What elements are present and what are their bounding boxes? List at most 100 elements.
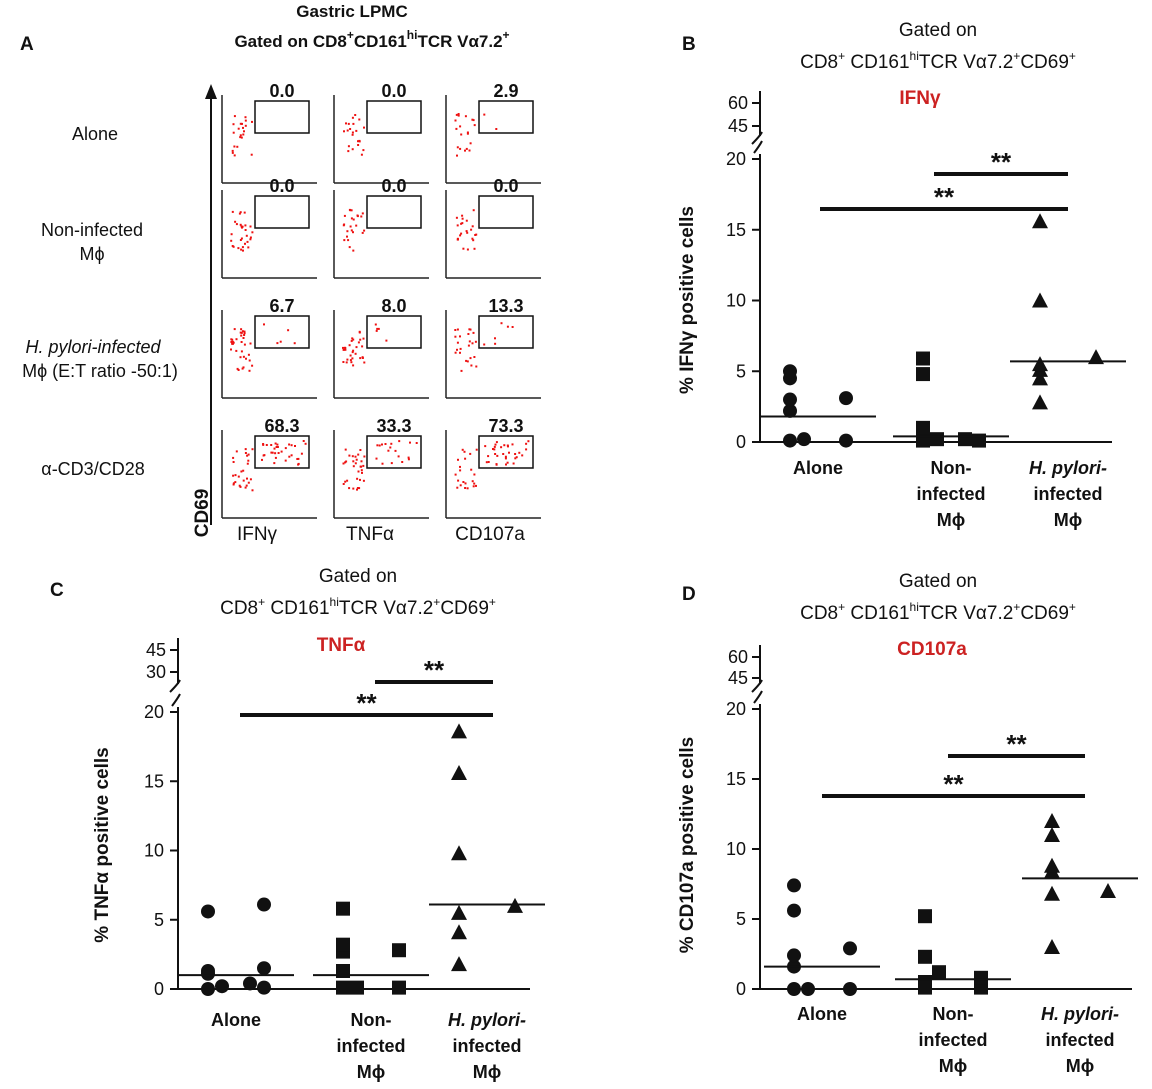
facs-event-dot bbox=[464, 115, 467, 118]
facs-event-dot bbox=[352, 364, 355, 367]
facs-event-dot bbox=[389, 446, 392, 449]
facs-event-dot bbox=[246, 454, 249, 457]
facs-event-dot bbox=[240, 334, 243, 337]
facs-event-dot bbox=[495, 128, 498, 130]
data-point-square bbox=[930, 432, 944, 447]
facs-event-dot bbox=[352, 465, 355, 468]
facs-event-dot bbox=[238, 212, 241, 215]
facs-event-dot bbox=[244, 224, 247, 227]
panel-d-cat-hpylori: H. pylori-infected Mϕ bbox=[1041, 1004, 1119, 1076]
facs-gate-percent: 0.0 bbox=[381, 81, 406, 101]
facs-event-dot bbox=[495, 463, 498, 466]
data-point-circle bbox=[843, 941, 857, 956]
facs-event-dot bbox=[242, 249, 244, 252]
facs-gate-percent: 0.0 bbox=[269, 81, 294, 101]
y-tick-label: 15 bbox=[726, 220, 746, 240]
facs-event-dot bbox=[385, 339, 388, 342]
facs-event-dot bbox=[349, 359, 352, 362]
facs-event-dot bbox=[460, 232, 463, 235]
facs-event-dot bbox=[352, 122, 355, 125]
facs-event-dot bbox=[241, 367, 244, 370]
data-point-square bbox=[918, 949, 932, 964]
facs-event-dot bbox=[506, 325, 509, 328]
data-point-square bbox=[336, 980, 350, 995]
facs-event-dot bbox=[240, 328, 243, 331]
facs-event-dot bbox=[378, 444, 381, 447]
facs-event-dot bbox=[274, 442, 277, 445]
facs-event-dot bbox=[407, 458, 410, 461]
facs-event-dot bbox=[504, 455, 507, 458]
facs-event-dot bbox=[381, 462, 384, 465]
facs-gate-box bbox=[366, 315, 422, 349]
facs-event-dot bbox=[473, 247, 476, 250]
facs-event-dot bbox=[475, 233, 478, 236]
facs-event-dot bbox=[354, 462, 357, 465]
y-tick-label: 10 bbox=[144, 841, 164, 861]
facs-event-dot bbox=[242, 469, 245, 472]
facs-event-dot bbox=[466, 360, 469, 363]
facs-event-dot bbox=[356, 487, 359, 489]
facs-event-dot bbox=[249, 238, 252, 241]
facs-event-dot bbox=[459, 335, 461, 338]
facs-event-dot bbox=[355, 129, 358, 132]
panel-b-marker-label: IFNγ bbox=[899, 88, 941, 109]
facs-event-dot bbox=[456, 348, 458, 351]
data-point-triangle bbox=[1044, 939, 1060, 954]
data-point-circle bbox=[839, 433, 853, 448]
facs-event-dot bbox=[262, 454, 265, 457]
panel-d-cat-alone: Alone bbox=[797, 1004, 847, 1024]
facs-event-dot bbox=[473, 473, 476, 476]
facs-event-dot bbox=[471, 118, 474, 121]
y-break-tick-label: 45 bbox=[728, 116, 748, 136]
facs-event-dot bbox=[344, 346, 346, 349]
facs-event-dot bbox=[235, 450, 238, 453]
panel-b-gate-line2: CD8+ CD161hiTCR Vα7.2+CD69+ bbox=[800, 49, 1076, 73]
facs-event-dot bbox=[360, 215, 363, 218]
facs-event-dot bbox=[454, 119, 457, 122]
facs-event-dot bbox=[398, 440, 401, 443]
facs-event-dot bbox=[273, 462, 276, 465]
facs-event-dot bbox=[250, 153, 253, 156]
col-label-tnfa: TNFα bbox=[346, 524, 394, 545]
facs-event-dot bbox=[240, 341, 243, 343]
facs-event-dot bbox=[290, 444, 293, 447]
facs-event-dot bbox=[357, 470, 360, 473]
facs-event-dot bbox=[342, 462, 345, 465]
facs-event-dot bbox=[377, 327, 380, 330]
facs-event-dot bbox=[506, 444, 509, 447]
data-point-triangle bbox=[1032, 292, 1048, 308]
facs-event-dot bbox=[304, 442, 307, 445]
facs-event-dot bbox=[240, 136, 243, 139]
facs-gate-percent: 0.0 bbox=[381, 176, 406, 196]
facs-gate-box bbox=[254, 195, 310, 229]
facs-event-dot bbox=[251, 448, 254, 451]
facs-event-dot bbox=[456, 328, 459, 331]
facs-event-dot bbox=[459, 234, 462, 237]
facs-gate-percent: 13.3 bbox=[488, 296, 523, 316]
y-axis-break-mark bbox=[753, 690, 763, 704]
facs-event-dot bbox=[454, 351, 457, 354]
data-point-triangle bbox=[451, 956, 467, 972]
facs-event-dot bbox=[232, 483, 235, 486]
panel-d-gate-line1: Gated on bbox=[899, 571, 977, 592]
panel-b-cat-alone: Alone bbox=[793, 458, 843, 478]
facs-event-dot bbox=[231, 338, 234, 341]
facs-event-dot bbox=[465, 230, 468, 233]
facs-event-dot bbox=[232, 456, 235, 459]
facs-event-dot bbox=[241, 330, 244, 333]
facs-event-dot bbox=[465, 147, 468, 150]
facs-event-dot bbox=[461, 448, 464, 451]
facs-gate-box bbox=[366, 435, 422, 469]
facs-event-dot bbox=[242, 133, 245, 136]
facs-event-dot bbox=[242, 337, 245, 339]
facs-event-dot bbox=[245, 484, 248, 487]
data-point-triangle bbox=[451, 924, 467, 940]
panel-a-gate: Gated on CD8+CD161hiTCR Vα7.2+ bbox=[234, 28, 509, 51]
facs-event-dot bbox=[514, 453, 517, 455]
facs-event-dot bbox=[239, 223, 242, 226]
facs-event-dot bbox=[244, 452, 247, 454]
facs-event-dot bbox=[247, 459, 250, 462]
facs-event-dot bbox=[456, 146, 459, 149]
facs-event-dot bbox=[352, 249, 355, 252]
facs-event-dot bbox=[525, 442, 528, 445]
